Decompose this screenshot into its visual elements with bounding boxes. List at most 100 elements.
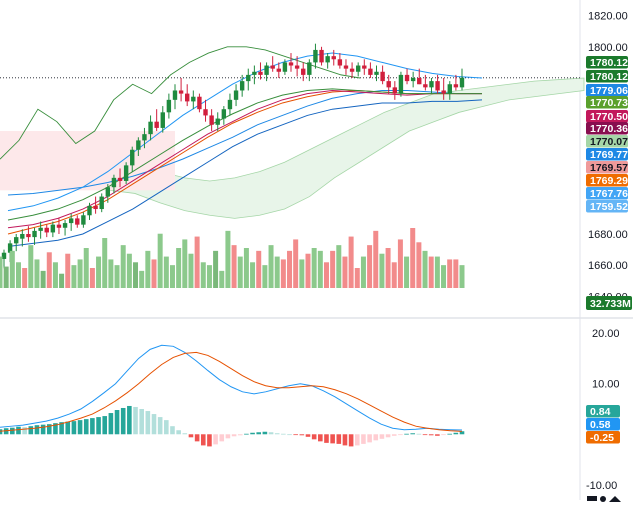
volume-bar bbox=[176, 248, 182, 288]
price-badge-label: 1770.36 bbox=[590, 123, 628, 135]
candle-body bbox=[337, 59, 343, 66]
macd-tick-label: 10.00 bbox=[592, 379, 620, 391]
price-badge-label: 1759.52 bbox=[590, 201, 628, 213]
macd-histogram-bar bbox=[379, 434, 385, 439]
candle-body bbox=[81, 215, 86, 225]
candle-body bbox=[252, 71, 257, 75]
volume-bar bbox=[151, 259, 157, 288]
macd-histogram-bar bbox=[77, 420, 83, 435]
candle-body bbox=[429, 81, 434, 88]
volume-bar bbox=[280, 259, 286, 288]
macd-histogram-bar bbox=[441, 434, 446, 436]
candle-body bbox=[111, 177, 117, 188]
price-badge bbox=[586, 110, 628, 123]
macd-histogram-bar bbox=[299, 434, 305, 436]
candle-body bbox=[362, 65, 367, 69]
candle-body bbox=[1, 252, 7, 259]
candle-body bbox=[343, 65, 349, 69]
volume-bar bbox=[126, 253, 132, 288]
macd-histogram-bar bbox=[16, 426, 21, 435]
macd-histogram-bar bbox=[391, 434, 397, 436]
candle-body bbox=[209, 115, 214, 125]
volume-bar bbox=[9, 250, 15, 288]
volume-bar bbox=[459, 265, 465, 288]
price-badge-label: 1769.77 bbox=[590, 149, 628, 161]
candle-body bbox=[459, 77, 465, 88]
candle-body bbox=[447, 84, 452, 94]
macd-histogram-bar bbox=[416, 433, 422, 435]
macd-histogram-bar bbox=[293, 434, 298, 436]
volume-bar bbox=[163, 256, 169, 288]
price-tick-label: 1660.00 bbox=[588, 260, 628, 272]
macd-histogram-bar bbox=[404, 433, 409, 435]
volume-bar bbox=[169, 265, 175, 288]
price-badge-label: 1769.57 bbox=[590, 162, 628, 174]
volume-bar bbox=[422, 250, 428, 288]
macd-histogram-bar bbox=[164, 420, 169, 435]
macd-badge bbox=[586, 405, 620, 418]
candle-body bbox=[93, 205, 98, 210]
macd-histogram-bar bbox=[354, 434, 360, 446]
candle-body bbox=[117, 177, 123, 181]
price-badge-label: 1770.07 bbox=[590, 136, 628, 148]
candle-body bbox=[301, 68, 306, 75]
price-axis[interactable]: 1820.001800.001680.001660.001640.001780.… bbox=[586, 11, 632, 492]
macd-tick-label: -10.00 bbox=[586, 480, 617, 492]
macd-histogram-bar bbox=[96, 417, 101, 435]
volume-bar bbox=[40, 270, 46, 288]
macd-badge-label: -0.25 bbox=[590, 432, 614, 444]
price-badge bbox=[586, 200, 628, 213]
volume-bar bbox=[3, 266, 9, 288]
macd-histogram-bar bbox=[318, 434, 323, 442]
volume-bar bbox=[416, 242, 422, 288]
macd-histogram-bar bbox=[170, 426, 175, 435]
candle-body bbox=[325, 56, 330, 63]
candle-body bbox=[32, 230, 37, 238]
volume-bar bbox=[102, 238, 108, 288]
candle-body bbox=[203, 109, 208, 116]
candle-body bbox=[417, 78, 422, 85]
ichimoku-cloud bbox=[59, 77, 585, 219]
macd-histogram-bar bbox=[330, 434, 335, 444]
candle-body bbox=[178, 90, 184, 94]
volume-bar bbox=[293, 239, 299, 288]
price-tick-label: 1800.00 bbox=[588, 42, 628, 54]
volume-bar bbox=[231, 245, 237, 288]
macd-histogram-bar bbox=[133, 406, 138, 435]
price-badge-label: 1780.12 bbox=[590, 71, 628, 83]
volume-bar bbox=[65, 253, 71, 288]
volume-bar bbox=[157, 233, 163, 288]
macd-histogram-bar bbox=[422, 434, 428, 436]
macd-histogram-bar bbox=[65, 421, 71, 435]
price-badge-label: 1767.76 bbox=[590, 188, 628, 200]
price-badge bbox=[586, 70, 628, 83]
volume-bar bbox=[77, 259, 83, 288]
volume-bar bbox=[182, 239, 188, 288]
volume-bar bbox=[404, 256, 410, 288]
volume-bar bbox=[287, 250, 293, 288]
volume-bar bbox=[367, 245, 373, 288]
volume-bar bbox=[410, 228, 416, 288]
macd-histogram-bar bbox=[244, 433, 249, 435]
macd-histogram-bar bbox=[287, 434, 292, 436]
volume-bar bbox=[342, 256, 348, 288]
candle-body bbox=[160, 112, 165, 128]
candle-body bbox=[105, 187, 111, 197]
macd-histogram-bar bbox=[145, 411, 151, 435]
volume-bar bbox=[28, 245, 34, 288]
candle-body bbox=[50, 224, 56, 233]
overlay-line-5 bbox=[7, 99, 483, 247]
macd-pane[interactable] bbox=[0, 344, 465, 447]
candle-body bbox=[148, 121, 153, 135]
volume-bar bbox=[22, 268, 28, 288]
price-badge bbox=[586, 96, 628, 109]
candle-body bbox=[221, 109, 227, 119]
macd-histogram-bar bbox=[361, 434, 366, 444]
volume-bar bbox=[52, 262, 58, 288]
macd-badge-label: 0.84 bbox=[590, 406, 611, 418]
macd-histogram-bar bbox=[207, 434, 212, 447]
candle-body bbox=[75, 218, 80, 225]
price-badge bbox=[586, 84, 628, 97]
